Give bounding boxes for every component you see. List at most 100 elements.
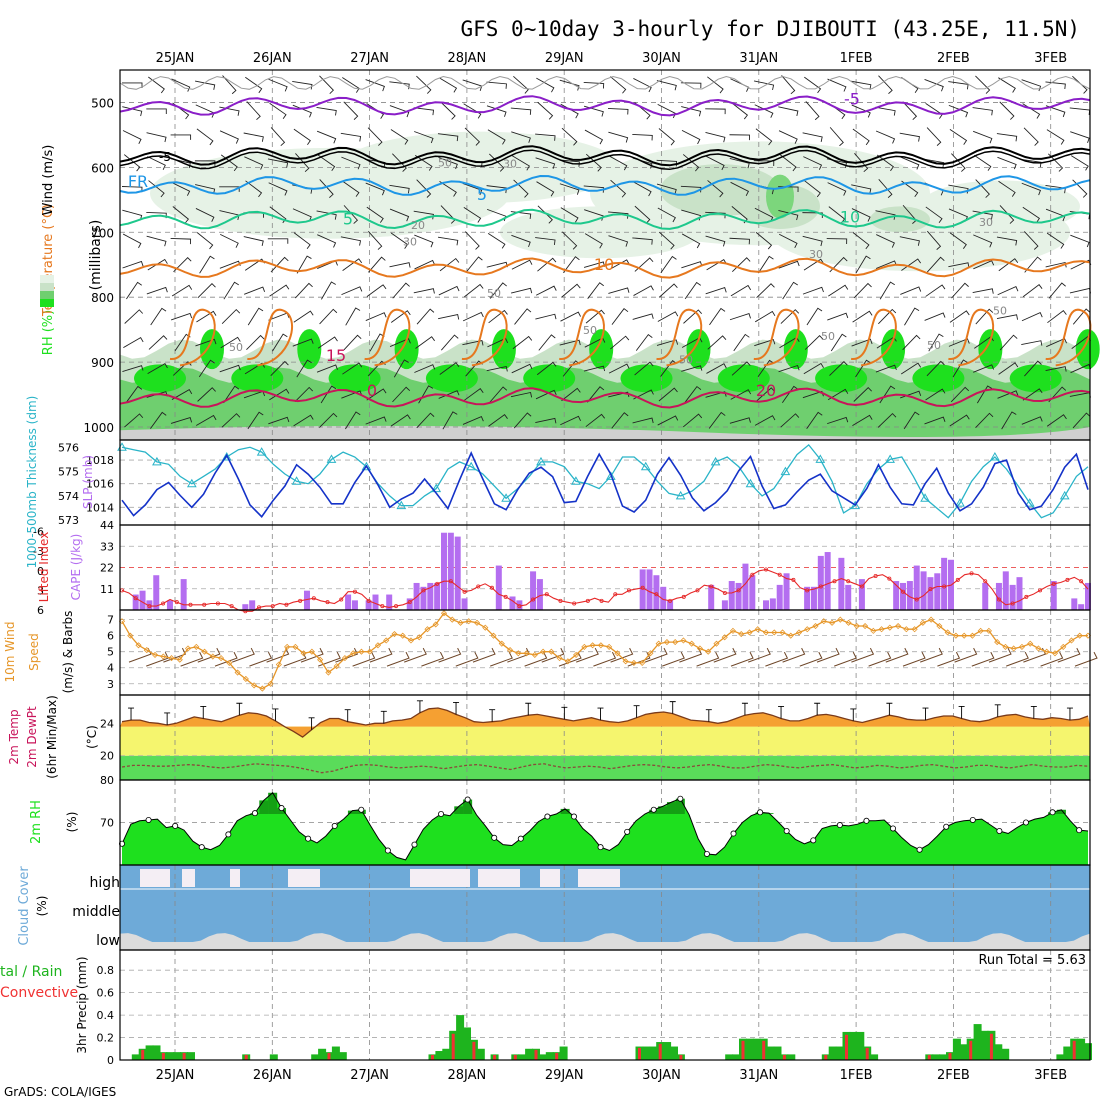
wind-barb	[462, 340, 484, 346]
rh-cell-saturated	[425, 364, 478, 393]
precip-total-bar	[725, 1054, 734, 1060]
wind-speed-marker	[680, 637, 687, 644]
wind-speed-marker	[746, 629, 753, 636]
wind-barb	[342, 258, 363, 271]
wind-barb	[319, 412, 338, 428]
surface-wind-barb	[713, 647, 737, 663]
wind-barb	[1021, 182, 1042, 196]
wind-barb	[1048, 282, 1066, 299]
run-total-text: Run Total = 5.63	[978, 953, 1086, 968]
wind-barb	[270, 360, 289, 376]
thickness-marker	[815, 454, 826, 463]
rh-tick-label: 80	[100, 774, 114, 787]
temp-max-whisker	[236, 702, 243, 716]
thickness-marker	[640, 461, 651, 471]
date-label-top: 28JAN	[448, 51, 487, 66]
wind-speed-marker	[135, 642, 142, 649]
wind-barb	[438, 157, 458, 170]
precip-convective-bar	[327, 1052, 331, 1060]
wind-speed-marker	[341, 655, 348, 662]
thickness-marker	[466, 461, 477, 471]
wind-speed-marker	[985, 627, 992, 634]
lifted-index-marker	[859, 584, 864, 589]
rh-marker	[145, 816, 152, 823]
wind-barb	[705, 108, 726, 115]
wind-barb	[345, 307, 361, 326]
wind-barb	[803, 156, 823, 170]
wind-speed-marker	[639, 659, 646, 666]
wind-barb	[195, 338, 217, 347]
lifted-index-marker	[695, 588, 700, 593]
surface-wind-barb	[266, 647, 290, 663]
precip-convective-bar	[513, 1054, 517, 1060]
wind-barb	[778, 209, 799, 221]
wind-barb	[535, 313, 557, 320]
wind-speed-marker	[614, 650, 621, 657]
cape-bar	[365, 600, 372, 610]
wind-barb	[340, 236, 362, 246]
cape-contour	[948, 308, 995, 367]
thickness-marker	[955, 498, 965, 507]
wind-barb	[729, 237, 750, 245]
wind-barb	[583, 185, 605, 193]
date-label-top: 27JAN	[350, 51, 389, 66]
lifted-index-marker	[339, 597, 344, 602]
wind-speed-marker	[193, 643, 200, 650]
thickness-marker	[710, 456, 721, 466]
precip-total-bar	[456, 1015, 465, 1060]
wind-barb	[996, 133, 1018, 142]
wind-barb	[875, 364, 897, 373]
lifted-index-marker	[188, 602, 193, 607]
wind-barb	[928, 333, 944, 352]
wind-speed-marker	[143, 647, 150, 654]
wind-speed-marker	[647, 650, 654, 657]
cape-bar	[769, 598, 776, 610]
wind-barb	[923, 158, 945, 168]
wind-barb	[561, 387, 581, 402]
surface-wind-barb	[197, 647, 221, 663]
wind-barb	[1046, 129, 1065, 145]
surface-wind-barb	[249, 651, 273, 667]
precip-total-bar	[835, 1046, 844, 1060]
panel-frame	[119, 949, 1091, 1061]
wind-speed-marker	[721, 634, 728, 641]
precip-convective-bar	[865, 1047, 869, 1060]
rh-marker	[411, 841, 418, 848]
wind-barb	[973, 234, 993, 248]
surface-wind-barb	[214, 651, 238, 667]
wind-barb	[778, 130, 798, 144]
wind-speed-marker	[366, 648, 373, 655]
wind-speed-marker	[936, 622, 943, 630]
wind-barb	[390, 310, 411, 323]
contour-label: FR	[128, 172, 148, 191]
precip-total-bar	[1056, 1054, 1065, 1060]
wind-barb	[975, 308, 994, 325]
cape-bar	[763, 600, 769, 610]
wind-speed-marker	[1002, 643, 1009, 650]
lifted-index-marker	[969, 571, 974, 576]
wind-barb	[1024, 360, 1042, 377]
wind-speed-marker	[259, 685, 266, 692]
profile-axis-title: Wind (m/s)	[41, 145, 56, 216]
wind-barb	[559, 79, 580, 91]
wind-speed-marker	[573, 651, 580, 658]
wind-barb	[706, 155, 725, 171]
wind-barb	[196, 232, 214, 250]
wind-barb	[1021, 312, 1043, 322]
wind-barb	[656, 339, 679, 346]
contour-label: -5	[844, 89, 860, 108]
thickness-tick-label: 573	[58, 514, 79, 527]
wind-speed-marker	[878, 626, 885, 633]
surface-wind-barb	[885, 647, 909, 663]
wind-barb	[439, 362, 460, 375]
surface-wind-barb	[644, 647, 668, 663]
wind-barb	[342, 362, 363, 375]
wind-speed-marker	[779, 629, 786, 636]
cape-bar	[906, 581, 913, 610]
rh-axis-title: 2m RH	[29, 800, 44, 844]
rh-marker	[597, 844, 604, 851]
wind-barb	[853, 282, 872, 299]
lifted-index-marker	[818, 584, 823, 589]
cape-bar	[495, 565, 502, 610]
wind-speed-marker	[482, 624, 489, 631]
